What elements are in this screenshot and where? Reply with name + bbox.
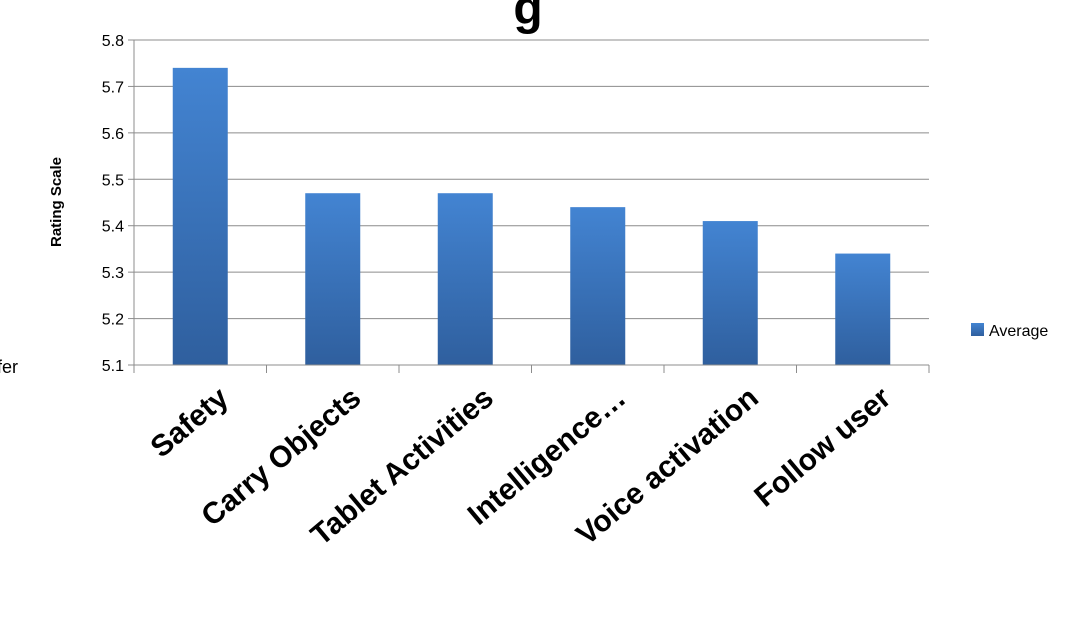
bar-safety xyxy=(172,67,228,365)
bar-carry-objects xyxy=(305,193,361,365)
y-tick-label: 5.5 xyxy=(102,172,124,189)
y-tick-label: 5.1 xyxy=(102,358,124,375)
gridlines xyxy=(134,39,929,320)
bar-intelligence xyxy=(570,207,626,365)
bars xyxy=(172,67,891,365)
legend: Average xyxy=(971,323,1048,340)
y-tick-label: 5.7 xyxy=(102,79,124,96)
x-tick-label: Follow user xyxy=(748,381,897,514)
y-axis-ticks: 5.1 5.2 5.3 5.4 5.5 5.6 5.7 5.8 xyxy=(102,33,134,375)
y-tick-label: 5.3 xyxy=(102,265,124,282)
bar-follow-user xyxy=(835,253,891,365)
chart-title-fragment: g xyxy=(513,0,542,35)
y-tick-label: 5.6 xyxy=(102,126,124,143)
left-text-fragment: fer xyxy=(0,357,18,377)
axes xyxy=(133,40,930,373)
x-tick-label: Safety xyxy=(145,381,235,464)
bar-tablet-activities xyxy=(437,193,493,365)
y-tick-label: 5.2 xyxy=(102,312,124,329)
bar-voice-activation xyxy=(702,221,758,365)
legend-label: Average xyxy=(989,323,1048,340)
y-axis-label: Rating Scale xyxy=(48,157,65,247)
y-tick-label: 5.4 xyxy=(102,219,124,236)
legend-swatch xyxy=(971,323,984,336)
y-tick-label: 5.8 xyxy=(102,33,124,50)
